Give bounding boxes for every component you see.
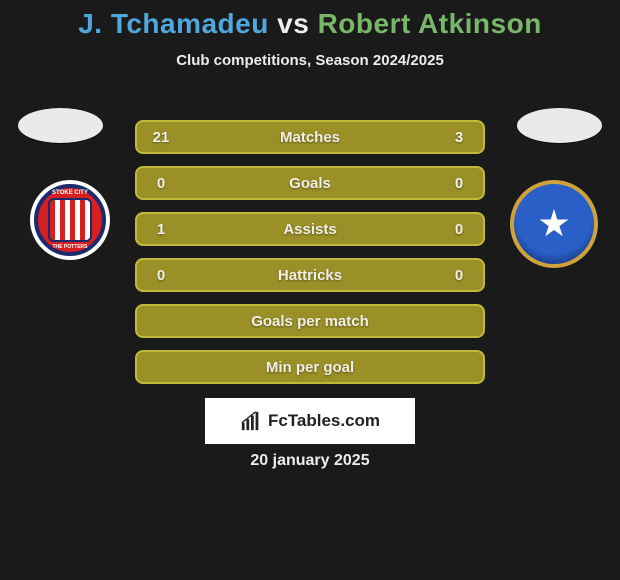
badge-text-top: STOKE CITY xyxy=(52,190,88,196)
stat-row-assists: 1 Assists 0 xyxy=(135,212,485,246)
snapshot-date: 20 january 2025 xyxy=(0,452,620,470)
stat-left-value: 21 xyxy=(151,129,171,146)
player1-name: J. Tchamadeu xyxy=(78,8,269,39)
bar-chart-icon xyxy=(240,410,262,432)
stat-right-value: 0 xyxy=(449,175,469,192)
brand-text: FcTables.com xyxy=(268,411,380,431)
stat-label: Goals xyxy=(289,175,331,192)
stat-left-value: 0 xyxy=(151,267,171,284)
page-title: J. Tchamadeu vs Robert Atkinson xyxy=(0,0,620,40)
club-badge-left: STOKE CITY THE POTTERS xyxy=(30,180,110,260)
player2-avatar-placeholder xyxy=(517,108,602,143)
stat-row-hattricks: 0 Hattricks 0 xyxy=(135,258,485,292)
stat-label: Min per goal xyxy=(266,359,354,376)
stoke-city-badge-icon: STOKE CITY THE POTTERS xyxy=(30,180,110,260)
stat-right-value: 0 xyxy=(449,221,469,238)
vs-separator: vs xyxy=(277,8,309,39)
stat-row-matches: 21 Matches 3 xyxy=(135,120,485,154)
portsmouth-badge-icon xyxy=(510,180,598,268)
subtitle: Club competitions, Season 2024/2025 xyxy=(0,52,620,69)
stat-left-value: 0 xyxy=(151,175,171,192)
stat-row-goals: 0 Goals 0 xyxy=(135,166,485,200)
stat-label: Matches xyxy=(280,129,340,146)
brand-watermark: FcTables.com xyxy=(205,398,415,444)
player1-avatar-placeholder xyxy=(18,108,103,143)
club-badge-right xyxy=(510,180,590,260)
stat-left-value: 1 xyxy=(151,221,171,238)
stat-label: Assists xyxy=(283,221,336,238)
player2-name: Robert Atkinson xyxy=(318,8,542,39)
stat-row-goals-per-match: Goals per match xyxy=(135,304,485,338)
comparison-card: J. Tchamadeu vs Robert Atkinson Club com… xyxy=(0,0,620,580)
stat-right-value: 3 xyxy=(449,129,469,146)
stat-label: Goals per match xyxy=(251,313,369,330)
badge-text-bottom: THE POTTERS xyxy=(52,244,87,250)
stat-label: Hattricks xyxy=(278,267,342,284)
stat-row-min-per-goal: Min per goal xyxy=(135,350,485,384)
stat-right-value: 0 xyxy=(449,267,469,284)
stats-bars: 21 Matches 3 0 Goals 0 1 Assists 0 0 Hat… xyxy=(135,120,485,384)
